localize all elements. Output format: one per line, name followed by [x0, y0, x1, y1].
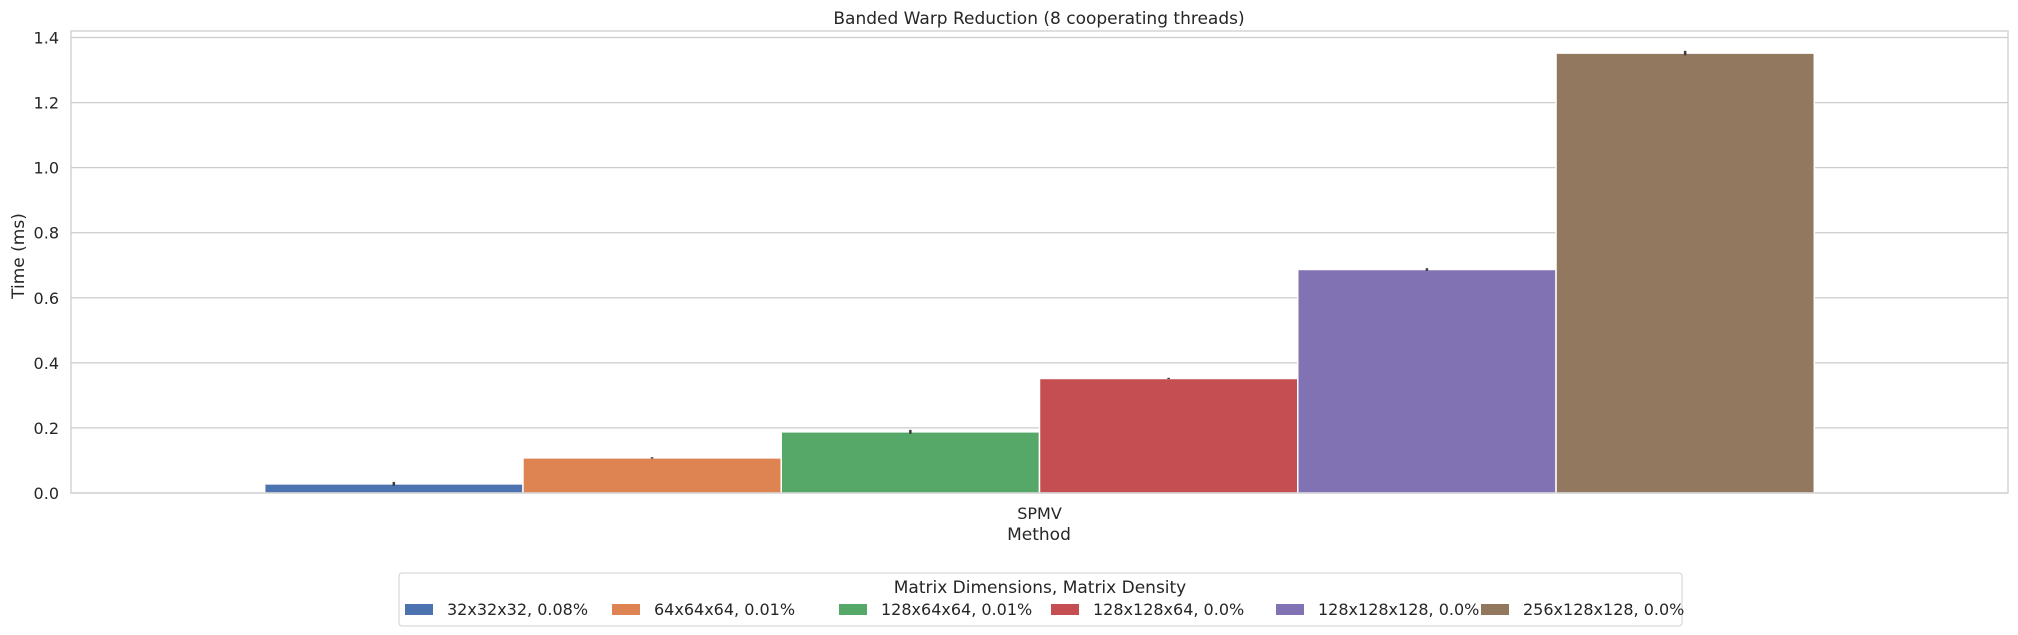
bar: [1297, 268, 1557, 494]
legend-swatch: [405, 604, 433, 615]
legend-label: 128x128x128, 0.0%: [1318, 600, 1479, 619]
y-tick-label: 1.4: [34, 29, 59, 48]
legend-swatch: [839, 604, 867, 615]
bar: [522, 457, 782, 494]
grid-lines: [71, 36, 2008, 494]
y-tick-label: 1.0: [34, 159, 59, 178]
y-tick-label: 0.6: [34, 289, 59, 308]
legend-label: 64x64x64, 0.01%: [654, 600, 795, 619]
legend-swatch: [1481, 604, 1509, 615]
legend-swatch: [1276, 604, 1304, 615]
y-tick-label: 0.8: [34, 224, 59, 243]
y-tick-label: 0.4: [34, 354, 59, 373]
y-tick-label: 0.2: [34, 419, 59, 438]
x-tick-label: SPMV: [1017, 504, 1062, 523]
legend: Matrix Dimensions, Matrix Density 32x32x…: [398, 572, 1684, 627]
legend-label: 128x128x64, 0.0%: [1093, 600, 1244, 619]
y-ticks: 0.0 0.2 0.4 0.6 0.8 1.0 1.2 1.4: [34, 29, 59, 503]
legend-title: Matrix Dimensions, Matrix Density: [894, 578, 1187, 598]
legend-label: 256x128x128, 0.0%: [1523, 600, 1684, 619]
legend-items: 32x32x32, 0.08% 64x64x64, 0.01% 128x64x64,…: [405, 600, 1684, 619]
x-ticks: SPMV: [1017, 504, 1062, 523]
y-tick-label: 0.0: [34, 484, 59, 503]
bar: [1555, 52, 1816, 494]
bar: [780, 431, 1041, 494]
bar: [1038, 377, 1299, 494]
legend-swatch: [612, 604, 640, 615]
chart-title: Banded Warp Reduction (8 cooperating thr…: [833, 9, 1244, 29]
legend-label: 32x32x32, 0.08%: [447, 600, 588, 619]
y-tick-label: 1.2: [34, 94, 59, 113]
x-axis-label: Method: [1007, 525, 1071, 545]
legend-label: 128x64x64, 0.01%: [881, 600, 1032, 619]
legend-swatch: [1051, 604, 1079, 615]
bars: [263, 50, 1816, 494]
y-axis-label: Time (ms): [9, 213, 29, 300]
plot-frame: [70, 30, 2009, 494]
legend-frame: [398, 572, 1683, 627]
